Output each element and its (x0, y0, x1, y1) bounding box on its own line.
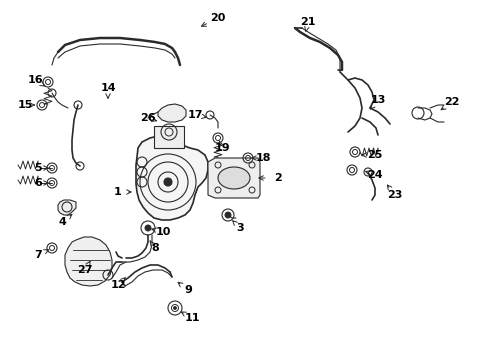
Circle shape (145, 225, 151, 231)
Text: 17: 17 (187, 110, 203, 120)
Polygon shape (136, 136, 208, 220)
Text: 14: 14 (100, 83, 116, 93)
Text: 8: 8 (151, 243, 159, 253)
Circle shape (164, 178, 172, 186)
Text: 15: 15 (17, 100, 33, 110)
Polygon shape (208, 158, 260, 198)
Text: 21: 21 (300, 17, 316, 27)
Polygon shape (158, 104, 186, 122)
Polygon shape (65, 237, 112, 286)
Text: 19: 19 (214, 143, 230, 153)
Polygon shape (58, 200, 76, 215)
Text: 11: 11 (184, 313, 200, 323)
Circle shape (225, 212, 231, 218)
Text: 25: 25 (368, 150, 383, 160)
Text: 3: 3 (236, 223, 244, 233)
Text: 13: 13 (370, 95, 386, 105)
Text: 27: 27 (77, 265, 93, 275)
Text: 1: 1 (114, 187, 122, 197)
Text: 24: 24 (367, 170, 383, 180)
Text: 4: 4 (58, 217, 66, 227)
Text: 23: 23 (387, 190, 403, 200)
Text: 9: 9 (184, 285, 192, 295)
Text: 12: 12 (110, 280, 126, 290)
Text: 10: 10 (155, 227, 171, 237)
Text: 18: 18 (255, 153, 271, 163)
Text: 22: 22 (444, 97, 460, 107)
Text: 26: 26 (140, 113, 156, 123)
Text: 20: 20 (210, 13, 226, 23)
Text: 2: 2 (274, 173, 282, 183)
Text: 7: 7 (34, 250, 42, 260)
Text: 6: 6 (34, 178, 42, 188)
Text: 5: 5 (34, 163, 42, 173)
Circle shape (173, 306, 176, 310)
Bar (154, 126, 184, 148)
Ellipse shape (218, 167, 250, 189)
Text: 16: 16 (27, 75, 43, 85)
